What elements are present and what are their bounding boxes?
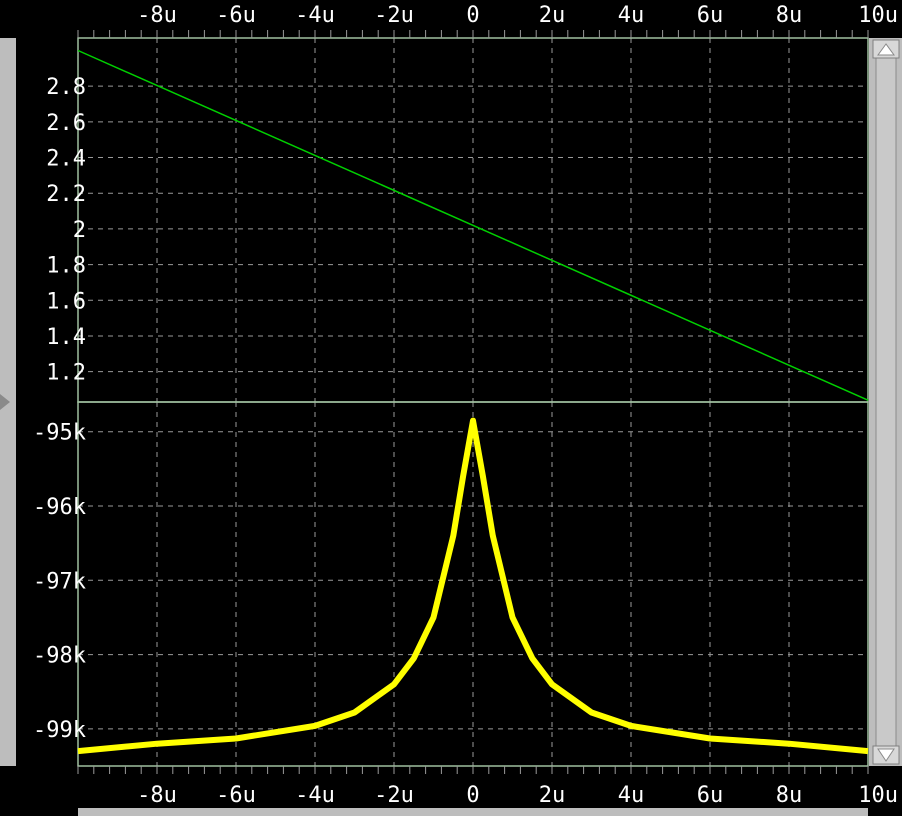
top-x-tick-label: -6u [216, 3, 256, 28]
top-x-tick-label: 8u [776, 3, 803, 28]
scroll-up-button[interactable] [872, 39, 900, 59]
top-x-tick-label: 4u [618, 3, 645, 28]
bottom-x-tick-label: 0 [466, 783, 479, 808]
panel-1-y-tick-label: 2 [73, 218, 86, 243]
panel-2-y-tick-label: -98k [33, 644, 86, 669]
panel-1-y-tick-label: 2.6 [46, 111, 86, 136]
right-scrollbar-thumb[interactable] [875, 57, 897, 749]
top-x-tick-label: -2u [374, 3, 414, 28]
arrow-up-icon [877, 43, 895, 56]
bottom-x-tick-label: 2u [539, 783, 566, 808]
top-x-tick-label: -8u [137, 3, 177, 28]
bottom-x-tick-label: -6u [216, 783, 256, 808]
bottom-x-tick-label: -4u [295, 783, 335, 808]
bottom-x-tick-label: -8u [137, 783, 177, 808]
top-x-tick-label: 10u [858, 3, 898, 28]
bottom-x-tick-label: -2u [374, 783, 414, 808]
panel-1-y-tick-label: 2.4 [46, 147, 86, 172]
bottom-x-tick-label: 6u [697, 783, 724, 808]
bottom-x-tick-label: 8u [776, 783, 803, 808]
panel-1-y-tick-label: 1.6 [46, 289, 86, 314]
top-x-tick-label: 6u [697, 3, 724, 28]
top-x-tick-label: 2u [539, 3, 566, 28]
panel-2-y-tick-label: -95k [33, 421, 86, 446]
arrow-down-icon [877, 748, 895, 762]
left-scrollbar-marker-icon[interactable] [0, 394, 10, 410]
panel-2-trace-1 [77, 417, 869, 755]
left-scrollbar[interactable] [0, 38, 16, 766]
bottom-x-tick-label: 4u [618, 783, 645, 808]
bottom-x-tick-label: 10u [858, 783, 898, 808]
panel-2-y-tick-label: -96k [33, 495, 86, 520]
scroll-down-button[interactable] [872, 745, 900, 765]
panel-1-y-tick-label: 1.4 [46, 325, 86, 350]
panel-2-y-tick-label: -99k [33, 718, 86, 743]
panel-2-y-tick-label: -97k [33, 569, 86, 594]
panel-1-y-tick-label: 2.8 [46, 75, 86, 100]
top-x-tick-label: -4u [295, 3, 335, 28]
bottom-scrollbar[interactable] [78, 808, 868, 816]
panel-1-trace-1 [77, 49, 869, 401]
panel-1-y-tick-label: 1.8 [46, 254, 86, 279]
panel-1-y-tick-label: 1.2 [46, 361, 86, 386]
top-x-tick-label: 0 [466, 3, 479, 28]
right-scrollbar[interactable] [869, 38, 902, 766]
panel-1-y-tick-label: 2.2 [46, 182, 86, 207]
